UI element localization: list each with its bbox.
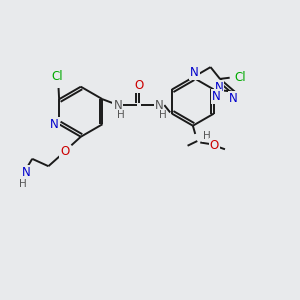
Text: N: N (212, 90, 221, 104)
Text: N: N (154, 99, 164, 112)
Text: O: O (210, 139, 219, 152)
Text: N: N (190, 66, 199, 79)
Text: H: H (19, 179, 27, 189)
Text: N: N (215, 81, 224, 94)
Text: N: N (50, 118, 59, 131)
Text: Cl: Cl (234, 71, 245, 84)
Text: N: N (229, 92, 238, 105)
Text: N: N (22, 166, 31, 178)
Text: Cl: Cl (52, 70, 64, 83)
Text: O: O (134, 79, 144, 92)
Text: H: H (203, 131, 211, 141)
Text: O: O (60, 145, 69, 158)
Text: H: H (159, 110, 167, 120)
Text: H: H (117, 110, 125, 120)
Text: N: N (113, 99, 122, 112)
